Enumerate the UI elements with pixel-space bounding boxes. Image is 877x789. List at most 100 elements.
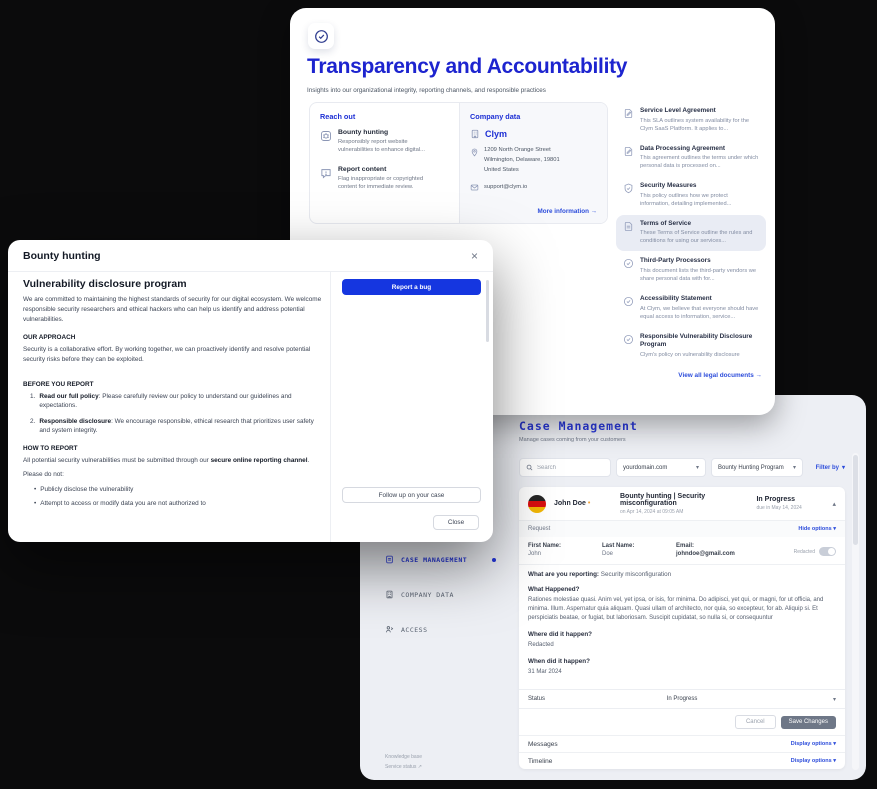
how-text: All potential security vulnerabilities m… <box>23 457 310 465</box>
document-pen-icon <box>623 108 634 134</box>
legal-documents-list: Service Level Agreement This SLA outline… <box>616 102 766 379</box>
sidebar-item-case-management[interactable]: CASE MANAGEMENT <box>385 555 497 564</box>
legal-item-accessibility[interactable]: Accessibility Statement At Clym, we beli… <box>616 290 766 327</box>
sidebar-item-label: COMPANY DATA <box>401 590 454 599</box>
chevron-down-icon: ▾ <box>695 465 699 471</box>
divider <box>519 520 845 521</box>
scrollbar[interactable] <box>852 453 859 770</box>
divider <box>519 564 845 565</box>
service-status-link[interactable]: Service status ↗ <box>385 763 422 770</box>
chevron-down-icon: ▾ <box>832 696 836 703</box>
report-a-bug-button[interactable]: Report a bug <box>342 279 481 295</box>
approach-text: Security is a collaborative effort. By w… <box>23 345 311 363</box>
reach-out-report-content[interactable]: Report content Flag inappropriate or cop… <box>320 166 449 192</box>
case-due-date: due in May 14, 2024 <box>756 505 802 511</box>
chevron-down-icon: ▾ <box>833 758 836 764</box>
where-block: Where did it happen? Redacted <box>528 631 593 648</box>
building-icon <box>385 590 394 599</box>
shield-check-icon <box>623 258 634 284</box>
document-text-icon <box>623 221 634 247</box>
collapse-icon[interactable]: ▴ <box>832 500 836 508</box>
transparency-card: Transparency and Accountability Insights… <box>290 8 775 415</box>
case-card: John Doe • Bounty hunting | Security mis… <box>519 487 845 769</box>
status-value: In Progress <box>666 696 698 702</box>
redacted-label: Redacted <box>793 548 815 555</box>
field-first-name: First Name: John <box>528 543 562 557</box>
scrollbar-thumb[interactable] <box>853 455 858 545</box>
chevron-down-icon: ▾ <box>833 741 836 747</box>
more-information-link[interactable]: More information → <box>537 208 597 215</box>
company-address: 1209 North Orange Street Wilmington, Del… <box>484 147 560 173</box>
reach-out-bounty-hunting[interactable]: Bounty hunting Responsibly report websit… <box>320 129 449 155</box>
what-happened-block: What Happened? Rationes molestiae quasi.… <box>528 586 824 621</box>
shield-check-icon <box>623 296 634 322</box>
cancel-button[interactable]: Cancel <box>734 715 776 729</box>
modal-heading: Vulnerability disclosure program <box>23 278 187 290</box>
domain-select[interactable]: yourdomain.com ▾ <box>616 458 706 477</box>
sidebar-item-access[interactable]: ACCESS <box>385 625 427 634</box>
follow-up-button[interactable]: Follow up on your case <box>342 487 481 503</box>
save-changes-button[interactable]: Save Changes <box>780 715 836 729</box>
program-select[interactable]: Bounty Hunting Program ▾ <box>711 458 803 477</box>
list-item: • Attempt to access or modify data you a… <box>34 499 206 507</box>
case-status: In Progress <box>756 496 795 503</box>
document-pen-icon <box>623 146 634 172</box>
legal-item-security-measures[interactable]: Security Measures This policy outlines h… <box>616 177 766 214</box>
filter-by-button[interactable]: Filter by ▾ <box>816 458 845 477</box>
legal-item-dpa[interactable]: Data Processing Agreement This agreement… <box>616 140 766 177</box>
status-dropdown-row[interactable]: Status In Progress ▾ <box>519 689 845 709</box>
legal-item-vulnerability-disclosure[interactable]: Responsible Vulnerability Disclosure Pro… <box>616 328 766 365</box>
search-box[interactable] <box>519 458 611 477</box>
page-title: Case Management <box>519 419 638 433</box>
list-item: 2. Responsible disclosure: We encourage … <box>30 417 314 435</box>
before-list: 1. Read our full policy: Please carefull… <box>23 392 323 436</box>
messages-label: Messages <box>528 740 558 748</box>
shield-check-icon <box>623 334 634 360</box>
messages-section-row[interactable]: Messages Display options ▾ <box>519 735 845 752</box>
modal-intro: We are committed to maintaining the high… <box>23 296 322 323</box>
messages-display-options[interactable]: Display options ▾ <box>790 741 836 747</box>
case-header-row[interactable]: John Doe • Bounty hunting | Security mis… <box>519 487 845 520</box>
redacted-toggle[interactable] <box>819 547 836 556</box>
legal-item-sla[interactable]: Service Level Agreement This SLA outline… <box>616 102 766 139</box>
status-label: Status <box>528 696 546 702</box>
hide-options-button[interactable]: Hide options ▾ <box>798 526 836 532</box>
search-icon <box>526 464 533 471</box>
timeline-display-options[interactable]: Display options ▾ <box>790 758 836 764</box>
legal-item-third-party-processors[interactable]: Third-Party Processors This document lis… <box>616 252 766 289</box>
legal-item-terms-of-service[interactable]: Terms of Service These Terms of Service … <box>616 214 766 252</box>
close-icon[interactable]: × <box>470 248 478 263</box>
list-item: • Publicly disclose the vulnerability <box>34 485 134 493</box>
case-title: Bounty hunting | Security misconfigurati… <box>620 492 706 507</box>
domain-select-value: yourdomain.com <box>623 464 668 471</box>
reach-out-panel: Reach out Bounty hunting Responsibly rep… <box>310 103 459 223</box>
chevron-down-icon: ▾ <box>833 526 836 532</box>
modal-title: Bounty hunting <box>23 249 101 262</box>
filter-by-label: Filter by <box>815 464 839 471</box>
before-heading: BEFORE YOU REPORT <box>23 380 94 388</box>
company-email[interactable]: support@clym.io <box>484 183 528 190</box>
active-dot <box>492 557 497 562</box>
chevron-down-icon: ▾ <box>792 465 796 471</box>
knowledge-base-link[interactable]: Knowledge base <box>385 754 422 760</box>
scrollbar-thumb[interactable] <box>486 280 489 342</box>
how-heading: HOW TO REPORT <box>23 445 78 453</box>
mail-icon <box>470 183 479 192</box>
approach-heading: OUR APPROACH <box>23 333 76 341</box>
avatar <box>528 494 546 513</box>
sidebar-item-label: ACCESS <box>401 625 428 634</box>
page-title: Transparency and Accountability <box>307 55 628 78</box>
reporting-line: What are you reporting: Security misconf… <box>528 571 672 578</box>
when-block: When did it happen? 31 Mar 2024 <box>528 658 590 675</box>
program-select-value: Bounty Hunting Program <box>718 464 784 471</box>
search-input[interactable] <box>537 464 604 471</box>
timeline-section-row[interactable]: Timeline Display options ▾ <box>519 752 845 769</box>
check-circle-icon <box>308 23 334 49</box>
view-all-legal-documents-link[interactable]: View all legal documents → <box>678 371 762 379</box>
bounty-hunting-modal: Bounty hunting × Vulnerability disclosur… <box>8 240 493 542</box>
shield-check-icon <box>623 183 634 209</box>
sidebar-item-company-data[interactable]: COMPANY DATA <box>385 590 454 599</box>
close-button[interactable]: Close <box>433 515 479 530</box>
company-data-heading: Company data <box>470 112 521 121</box>
page-subtitle: Insights into our organizational integri… <box>307 87 546 94</box>
